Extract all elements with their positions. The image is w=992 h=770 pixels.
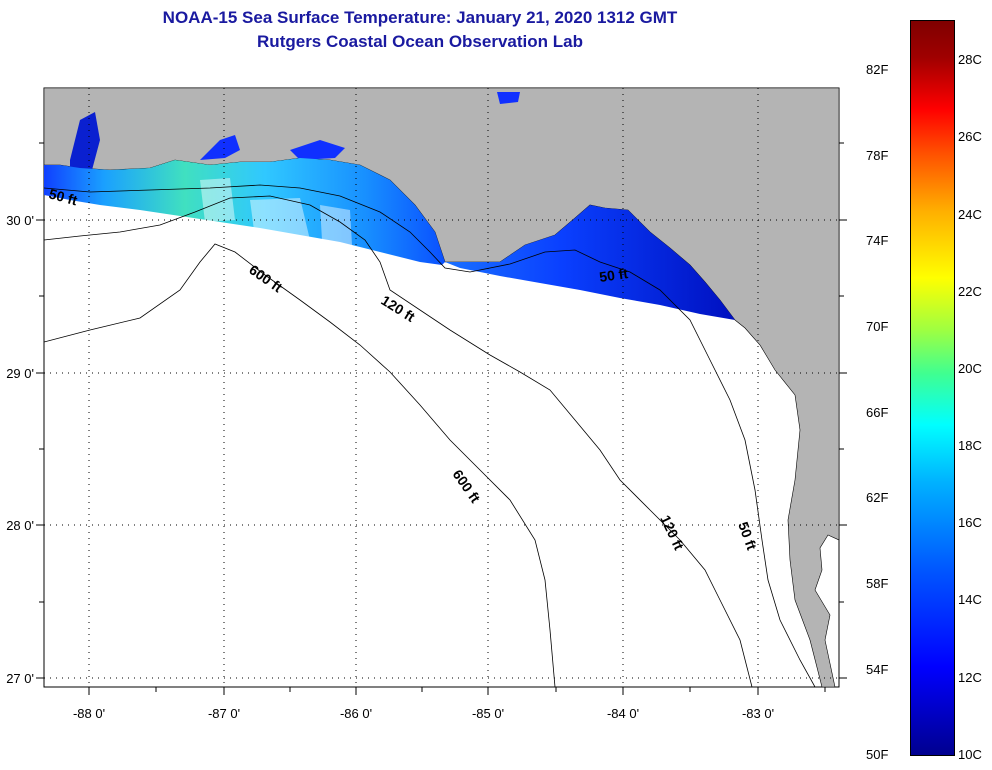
lon-label: -84 0' [607, 706, 639, 721]
colorbar-label-c: 20C [958, 361, 982, 376]
bay-water [497, 92, 520, 104]
sst-speckle [200, 178, 352, 245]
colorbar-label-f: 58F [866, 576, 889, 591]
contour-label-50ft-west: 50 ft [47, 185, 79, 208]
colorbar-label-c: 24C [958, 207, 982, 222]
lat-label: 28 0' [6, 518, 34, 533]
map-subtitle: Rutgers Coastal Ocean Observation Lab [257, 32, 583, 51]
contour-label-50ft-east: 50 ft [598, 265, 629, 285]
colorbar-label-f: 66F [866, 405, 889, 420]
colorbar-label-f: 62F [866, 490, 889, 505]
lat-label: 30 0' [6, 213, 34, 228]
colorbar-label-c: 18C [958, 438, 982, 453]
colorbar-label-f: 82F [866, 62, 889, 77]
colorbar-label-c: 28C [958, 52, 982, 67]
bay-water [200, 135, 240, 160]
colorbar-label-f: 74F [866, 233, 889, 248]
contour-600ft [44, 243, 556, 687]
colorbar-label-c: 14C [958, 592, 982, 607]
lon-label: -83 0' [742, 706, 774, 721]
lon-label: -85 0' [472, 706, 504, 721]
temperature-colorbar [910, 20, 955, 756]
lon-label: -87 0' [208, 706, 240, 721]
sst-swath-east [445, 205, 735, 320]
colorbar-label-c: 16C [958, 515, 982, 530]
lat-label: 27 0' [6, 671, 34, 686]
colorbar-label-c: 12C [958, 670, 982, 685]
lon-label: -88 0' [73, 706, 105, 721]
bay-water [290, 140, 345, 160]
lat-label: 29 0' [6, 366, 34, 381]
colorbar-label-c: 10C [958, 747, 982, 762]
lon-label: -86 0' [340, 706, 372, 721]
colorbar-label-f: 70F [866, 319, 889, 334]
colorbar-label-c: 22C [958, 284, 982, 299]
colorbar-label-c: 26C [958, 129, 982, 144]
axis-ticks [36, 142, 847, 695]
map-title: NOAA-15 Sea Surface Temperature: January… [162, 8, 678, 27]
graticule [44, 88, 839, 687]
colorbar-label-f: 78F [866, 148, 889, 163]
bay-water [70, 112, 100, 170]
contour-120ft [44, 195, 753, 687]
colorbar-label-f: 54F [866, 662, 889, 677]
sst-swath-west [44, 158, 445, 265]
colorbar-label-f: 50F [866, 747, 889, 762]
